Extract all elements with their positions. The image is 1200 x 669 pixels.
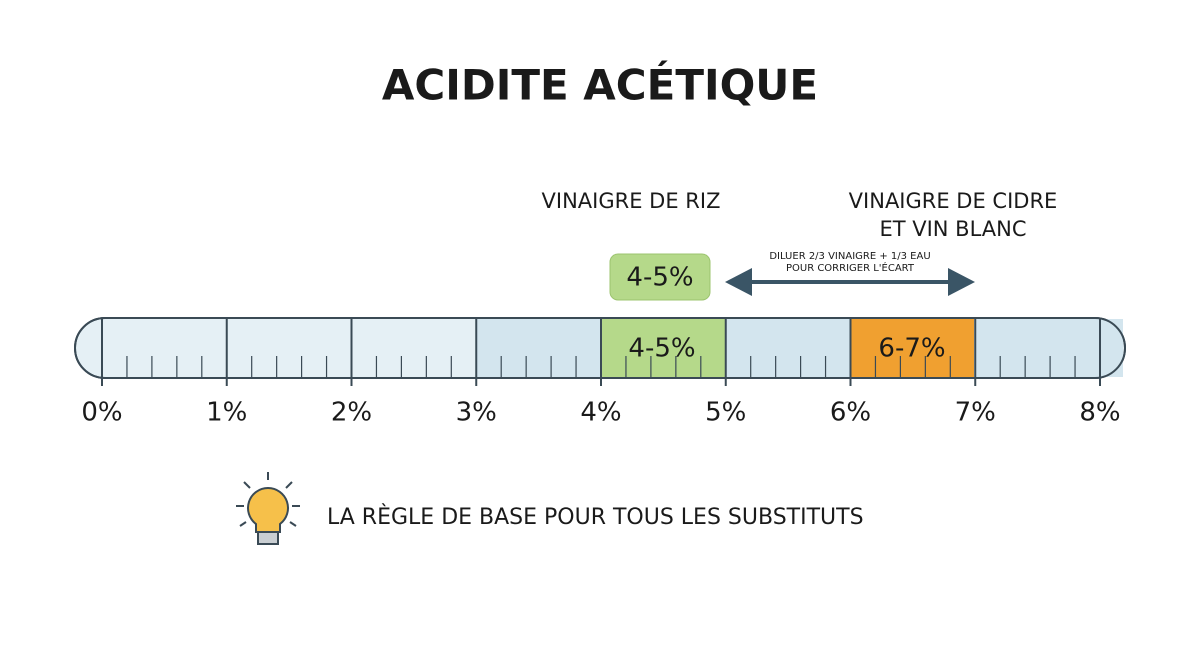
scale-label: 4% [580,398,621,428]
bulb-icon [236,472,300,545]
scale-label: 2% [331,398,372,428]
scale-label: 0% [81,398,122,428]
arrow-note: POUR CORRIGER L'ÉCART [786,261,915,274]
tip: LA RÈGLE DE BASE POUR TOUS LES SUBSTITUT… [327,504,864,530]
range-green [600,318,725,378]
cider-label: VINAIGRE DE CIDRE [849,189,1058,213]
arrow-note: DILUER 2/3 VINAIGRE + 1/3 EAU [769,251,930,262]
cider-label: ET VIN BLANC [879,217,1026,241]
scale-label: 1% [206,398,247,428]
scale-label: 6% [830,398,871,428]
scale-label: 3% [456,398,497,428]
title: ACIDITE ACÉTIQUE [382,60,818,110]
rice-label: VINAIGRE DE RIZ [542,189,721,213]
scale-label: 8% [1079,398,1120,428]
scale-label: 5% [705,398,746,428]
double-arrow [725,268,975,296]
range-label: 4-5% [628,334,695,364]
range-label: 6-7% [878,334,945,364]
range-orange [850,318,974,378]
badge-text: 4-5% [626,263,693,293]
badge [609,253,711,301]
scale-label: 7% [955,398,996,428]
